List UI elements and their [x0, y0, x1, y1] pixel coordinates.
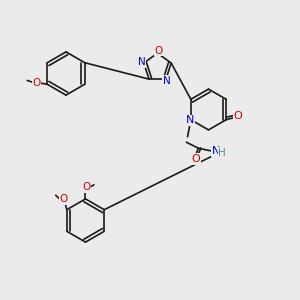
Text: O: O [32, 78, 40, 88]
Text: N: N [163, 76, 171, 85]
Text: H: H [218, 148, 226, 158]
Text: O: O [82, 182, 91, 193]
Text: N: N [212, 146, 220, 157]
Text: N: N [137, 57, 145, 67]
Text: O: O [192, 154, 200, 164]
Text: O: O [59, 194, 67, 204]
Text: O: O [234, 111, 242, 122]
Text: N: N [186, 115, 195, 125]
Text: O: O [154, 46, 163, 56]
